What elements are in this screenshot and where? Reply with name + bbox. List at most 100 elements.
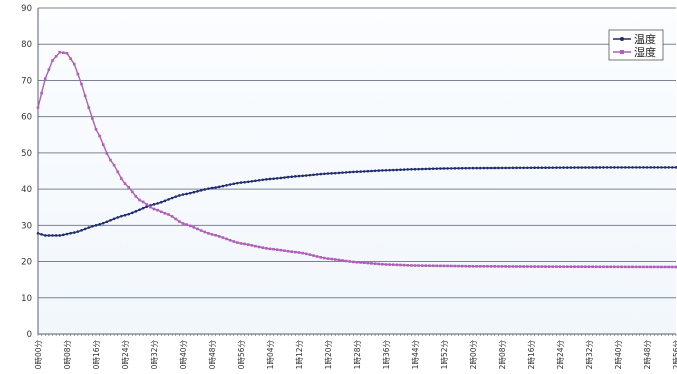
temperature-point (120, 214, 123, 218)
temperature-point (51, 234, 54, 237)
humidity-point (660, 265, 663, 269)
temperature-point (384, 168, 388, 172)
temperature-point (634, 166, 638, 169)
temperature-point (47, 234, 51, 237)
humidity-point (373, 262, 377, 265)
temperature-point (591, 166, 594, 169)
temperature-point (439, 167, 442, 170)
humidity-point (471, 264, 475, 268)
humidity-point (246, 243, 250, 246)
temperature-point (449, 167, 453, 170)
y-tick-label: 20 (21, 258, 32, 268)
legend-box (608, 29, 664, 61)
humidity-point (105, 152, 109, 155)
temperature-point (594, 166, 598, 169)
humidity-point (170, 215, 174, 218)
temperature-point (134, 210, 138, 213)
temperature-point (188, 191, 192, 195)
temperature-point (623, 166, 627, 169)
temperature-point (54, 234, 58, 237)
temperature-point (671, 166, 674, 169)
temperature-point (301, 174, 304, 178)
humidity-point (395, 263, 399, 267)
humidity-point (362, 261, 366, 265)
humidity-point (323, 256, 326, 260)
temperature-point (395, 168, 399, 172)
humidity-point (134, 195, 138, 198)
x-tick-label: 2時40分 (614, 340, 623, 370)
humidity-point (620, 265, 623, 269)
temperature-point (217, 185, 221, 189)
temperature-point (116, 216, 120, 219)
humidity-point (333, 258, 337, 261)
temperature-point (159, 200, 163, 204)
temperature-point (257, 178, 261, 182)
humidity-point (43, 77, 47, 80)
temperature-point (569, 166, 573, 169)
temperature-point (268, 177, 272, 181)
humidity-point (203, 230, 207, 234)
temperature-point (185, 192, 188, 196)
temperature-point (420, 167, 424, 171)
humidity-point (533, 265, 536, 268)
humidity-point (163, 211, 167, 215)
temperature-point (196, 189, 199, 193)
temperature-point (460, 166, 464, 170)
humidity-point (94, 128, 98, 131)
temperature-point (130, 211, 134, 215)
temperature-point (250, 180, 254, 183)
temperature-point (613, 166, 616, 169)
humidity-point (652, 265, 656, 269)
humidity-point (674, 265, 677, 269)
temperature-point (562, 166, 565, 169)
temperature-point (109, 218, 112, 222)
temperature-point (605, 166, 609, 169)
temperature-point (377, 169, 381, 172)
temperature-point (576, 166, 580, 169)
humidity-point (80, 82, 83, 86)
temperature-point (36, 232, 40, 235)
temperature-point (417, 167, 420, 171)
humidity-point (388, 263, 391, 266)
humidity-point (598, 265, 602, 269)
humidity-point (243, 242, 246, 246)
humidity-point (667, 265, 671, 269)
humidity-point (123, 182, 127, 185)
humidity-point (627, 265, 631, 269)
humidity-point (120, 177, 123, 180)
legend-label-temperature: 温度 (634, 32, 656, 46)
humidity-point (424, 264, 428, 267)
humidity-point (109, 158, 112, 162)
humidity-point (279, 248, 283, 252)
humidity-point (152, 207, 156, 211)
temperature-point (326, 172, 330, 175)
temperature-point (297, 174, 301, 178)
temperature-point (526, 166, 529, 170)
humidity-point (112, 163, 116, 167)
humidity-point (290, 250, 294, 254)
temperature-point (40, 233, 43, 236)
temperature-point (468, 166, 471, 170)
temperature-point (65, 232, 69, 236)
humidity-point (225, 237, 228, 241)
humidity-point (178, 220, 181, 223)
humidity-point (370, 262, 373, 265)
humidity-point (47, 68, 51, 71)
temperature-point (511, 166, 515, 170)
temperature-point (344, 171, 348, 174)
temperature-point (435, 167, 439, 170)
x-tick-label: 1時04分 (266, 340, 275, 370)
legend-label-humidity: 湿度 (634, 45, 656, 59)
humidity-point (399, 263, 402, 267)
temperature-point (497, 166, 500, 170)
temperature-point (286, 175, 290, 179)
temperature-point (156, 202, 159, 205)
temperature-point (239, 181, 243, 184)
humidity-point (199, 229, 203, 232)
temperature-point (558, 166, 562, 169)
temperature-point (471, 166, 475, 170)
humidity-point (515, 265, 518, 268)
temperature-point (341, 171, 344, 174)
humidity-point (294, 250, 297, 254)
humidity-point (315, 255, 319, 258)
